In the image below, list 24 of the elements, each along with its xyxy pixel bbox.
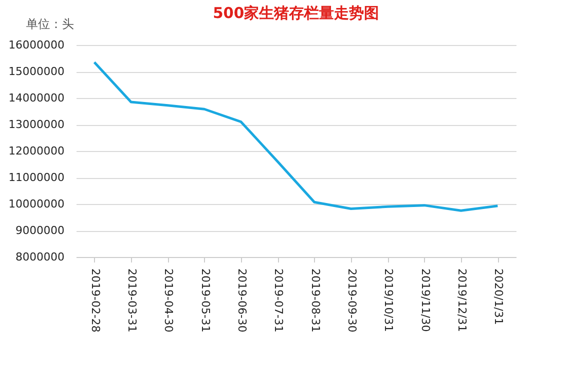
line-series [93, 60, 499, 212]
x-tick-label: 2019-03-31 [126, 268, 138, 332]
x-tick-label: 2019-04-30 [162, 268, 176, 332]
chart-title: 500家生猪存栏量走势图 [212, 4, 380, 22]
x-tick-label: 2019-08-31 [308, 268, 322, 332]
text: 单位：头 [26, 16, 74, 33]
y-tick-label: 14000000 [8, 92, 64, 104]
y-tick-label: 9000000 [16, 224, 64, 237]
y-tick-label: 15000000 [8, 65, 64, 78]
x-tick-label: 2019-09-30 [346, 268, 358, 332]
y-tick-label: 10000000 [8, 198, 64, 210]
x-tick-label: 2019-05-31 [198, 268, 212, 332]
y-tick-label: 13000000 [8, 118, 64, 131]
x-tick-label: 2019/12/31 [456, 268, 468, 332]
x-tick-label: 2019-06-30 [236, 268, 248, 332]
x-tick-label: 2019/10/31 [382, 268, 396, 332]
y-tick-label: 16000000 [8, 38, 64, 52]
y-tick-label: 8000000 [16, 250, 64, 264]
x-tick-label: 2019/11/30 [418, 268, 432, 332]
y-tick-label: 11000000 [8, 171, 64, 184]
y-tick-label: 12000000 [8, 144, 64, 158]
x-tick-label: 2020/1/31 [492, 268, 506, 325]
x-tick-label: 2019-07-31 [272, 268, 286, 332]
x-tick-label: 2019-02-28 [88, 268, 102, 332]
